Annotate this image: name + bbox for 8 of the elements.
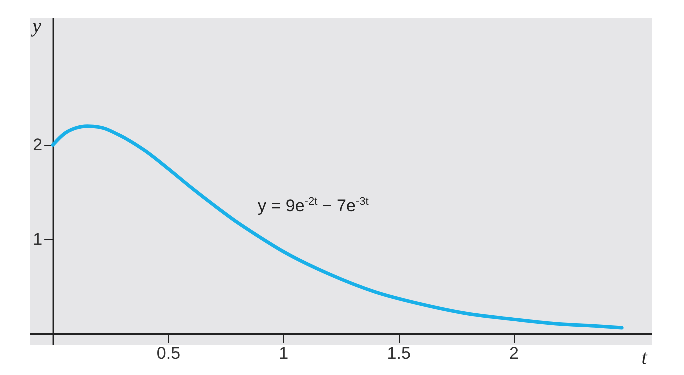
x-tick-label: 2: [510, 344, 520, 364]
x-axis-title: t: [642, 347, 648, 370]
y-axis-title: y: [30, 16, 42, 38]
x-tick-label: 1: [279, 344, 289, 364]
line-series: [51, 124, 624, 330]
x-tick-label: 0.5: [156, 344, 181, 364]
x-tick-label: 1.5: [387, 344, 411, 364]
annotation: y = 9e$^{-2t}$ − 7e$^{-3t}$: [258, 196, 369, 217]
